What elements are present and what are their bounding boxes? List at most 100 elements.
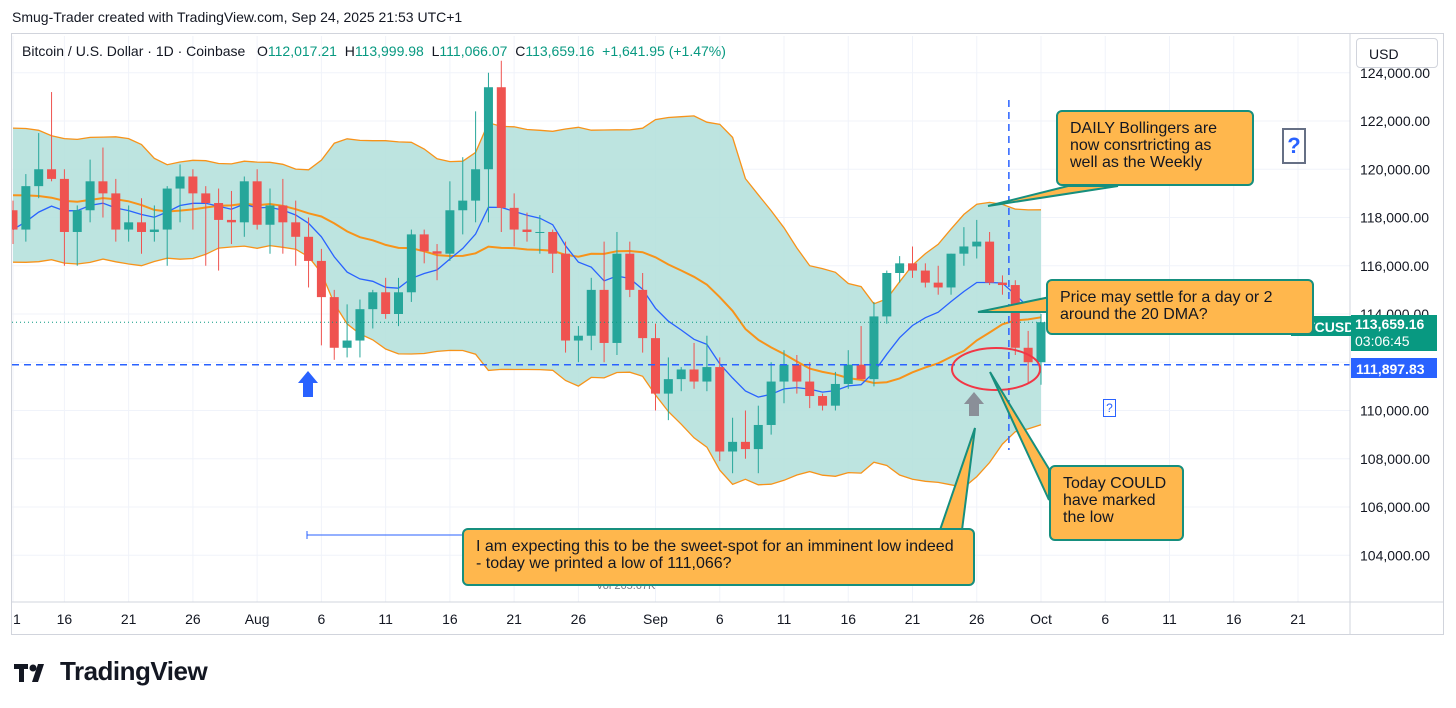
candle-body[interactable] [445, 210, 455, 254]
candle-body[interactable] [792, 364, 802, 382]
candle-body[interactable] [972, 241, 982, 247]
candle-body[interactable] [1010, 285, 1020, 348]
bollinger-lower-line[interactable] [12, 244, 1042, 489]
currency-selector[interactable]: USD [1356, 38, 1438, 68]
candle-body[interactable] [689, 369, 699, 382]
callout-low[interactable]: Today COULD have marked the low [1049, 465, 1184, 541]
callout-sweet-spot[interactable]: I am expecting this to be the sweet-spot… [462, 528, 975, 586]
candle-body[interactable] [406, 234, 416, 293]
bollinger-basis-line[interactable] [12, 194, 1042, 385]
candle-body[interactable] [471, 169, 481, 201]
candle-body[interactable] [34, 169, 44, 187]
candle-body[interactable] [342, 340, 352, 348]
candle-body[interactable] [946, 253, 956, 288]
candle-body[interactable] [651, 338, 660, 394]
candle-body[interactable] [85, 181, 95, 211]
candle-body[interactable] [805, 381, 815, 397]
candle-body[interactable] [47, 169, 57, 179]
candle-body[interactable] [162, 188, 172, 230]
candle-body[interactable] [869, 316, 879, 380]
candle-body[interactable] [111, 193, 121, 230]
candle-body[interactable] [124, 222, 134, 230]
candle-body[interactable] [368, 292, 378, 310]
candle-body[interactable] [573, 335, 583, 341]
highlight-ellipse[interactable] [951, 347, 1041, 391]
candle-body[interactable] [265, 205, 275, 225]
question-mark-note[interactable]: ? [1282, 128, 1306, 164]
candle-body[interactable] [882, 272, 892, 317]
candle-body[interactable] [394, 292, 403, 314]
candle-body[interactable] [21, 186, 31, 230]
candle-body[interactable] [9, 210, 18, 230]
candle-body[interactable] [612, 253, 622, 343]
grey-up-arrow-icon[interactable] [964, 392, 984, 416]
candle-body[interactable] [278, 205, 288, 223]
callout-bollinger[interactable]: DAILY Bollingers are now consrtricting a… [1056, 110, 1254, 186]
candle-body[interactable] [663, 379, 673, 394]
candle-body[interactable] [226, 219, 236, 223]
candle-body[interactable] [920, 270, 930, 283]
callout-dma[interactable]: Price may settle for a day or 2 around t… [1046, 279, 1314, 335]
candle-body[interactable] [843, 364, 853, 384]
candle-body[interactable] [304, 236, 314, 261]
candle-body[interactable] [149, 229, 159, 232]
candle-body[interactable] [98, 181, 108, 194]
chart-frame [11, 33, 1444, 635]
candle-body[interactable] [175, 176, 185, 189]
candle-body[interactable] [830, 383, 840, 406]
candle-body[interactable] [702, 367, 712, 382]
candle-body[interactable] [329, 297, 339, 348]
candle-body[interactable] [959, 246, 969, 254]
candle-body[interactable] [522, 229, 532, 232]
candle-body[interactable] [997, 282, 1007, 286]
candle-body[interactable] [509, 207, 519, 230]
candle-body[interactable] [432, 251, 442, 254]
candle-body[interactable] [985, 241, 995, 283]
candle-body[interactable] [496, 87, 506, 208]
candle-body[interactable] [908, 263, 917, 271]
candle-body[interactable] [214, 203, 224, 220]
candle-body[interactable] [599, 289, 609, 343]
candle-body[interactable] [766, 381, 776, 425]
candle-body[interactable] [59, 178, 69, 232]
candle-body[interactable] [933, 282, 943, 288]
candle-body[interactable] [856, 364, 866, 380]
candle-body[interactable] [638, 289, 648, 339]
candle-body[interactable] [252, 181, 262, 225]
y-tick-label: 118,000.00 [1360, 210, 1429, 226]
candle-body[interactable] [895, 263, 905, 273]
candle-body[interactable] [715, 367, 725, 452]
candle-body[interactable] [72, 210, 82, 232]
blue-up-arrow-icon[interactable] [298, 371, 318, 397]
candle-body[interactable] [1036, 322, 1046, 363]
candle-body[interactable] [779, 364, 789, 382]
candle-body[interactable] [419, 234, 429, 252]
bollinger-upper-line[interactable] [12, 115, 1042, 305]
question-mark-small[interactable]: ? [1103, 399, 1116, 417]
candle-body[interactable] [753, 424, 763, 450]
high-value: 113,999.98 [354, 43, 424, 59]
candle-body[interactable] [239, 181, 249, 223]
candle-body[interactable] [188, 176, 198, 194]
candle-body[interactable] [676, 369, 686, 380]
candle-body[interactable] [381, 292, 391, 314]
candle-body[interactable] [548, 231, 558, 254]
candle-body[interactable] [728, 441, 738, 452]
candle-body[interactable] [201, 193, 211, 204]
candle-body[interactable] [586, 289, 596, 336]
candle-body[interactable] [137, 222, 146, 232]
candle-body[interactable] [291, 222, 301, 237]
candle-body[interactable] [458, 200, 468, 211]
candle-body[interactable] [561, 253, 571, 341]
candle-body[interactable] [740, 441, 750, 450]
candle-body[interactable] [818, 396, 828, 406]
candle-body[interactable] [535, 231, 545, 233]
candle-body[interactable] [316, 260, 326, 298]
candle-body[interactable] [483, 87, 493, 170]
tradingview-logo-icon [14, 663, 44, 682]
candle-body[interactable] [625, 253, 635, 290]
candle-body[interactable] [355, 309, 365, 341]
x-tick-label: 21 [506, 611, 522, 627]
symbol-info[interactable]: Bitcoin / U.S. Dollar · 1D · Coinbase [22, 43, 246, 59]
